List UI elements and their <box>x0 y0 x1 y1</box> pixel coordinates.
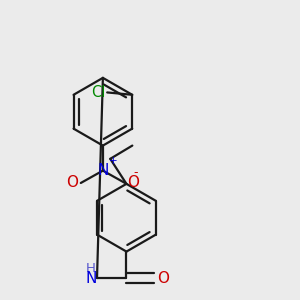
Text: -: - <box>134 167 138 179</box>
Text: O: O <box>157 271 169 286</box>
Text: +: + <box>109 156 117 166</box>
Text: N: N <box>97 163 109 178</box>
Text: O: O <box>127 176 139 190</box>
Text: Cl: Cl <box>91 85 105 100</box>
Text: O: O <box>67 176 79 190</box>
Text: N: N <box>85 271 97 286</box>
Text: H: H <box>85 262 95 275</box>
